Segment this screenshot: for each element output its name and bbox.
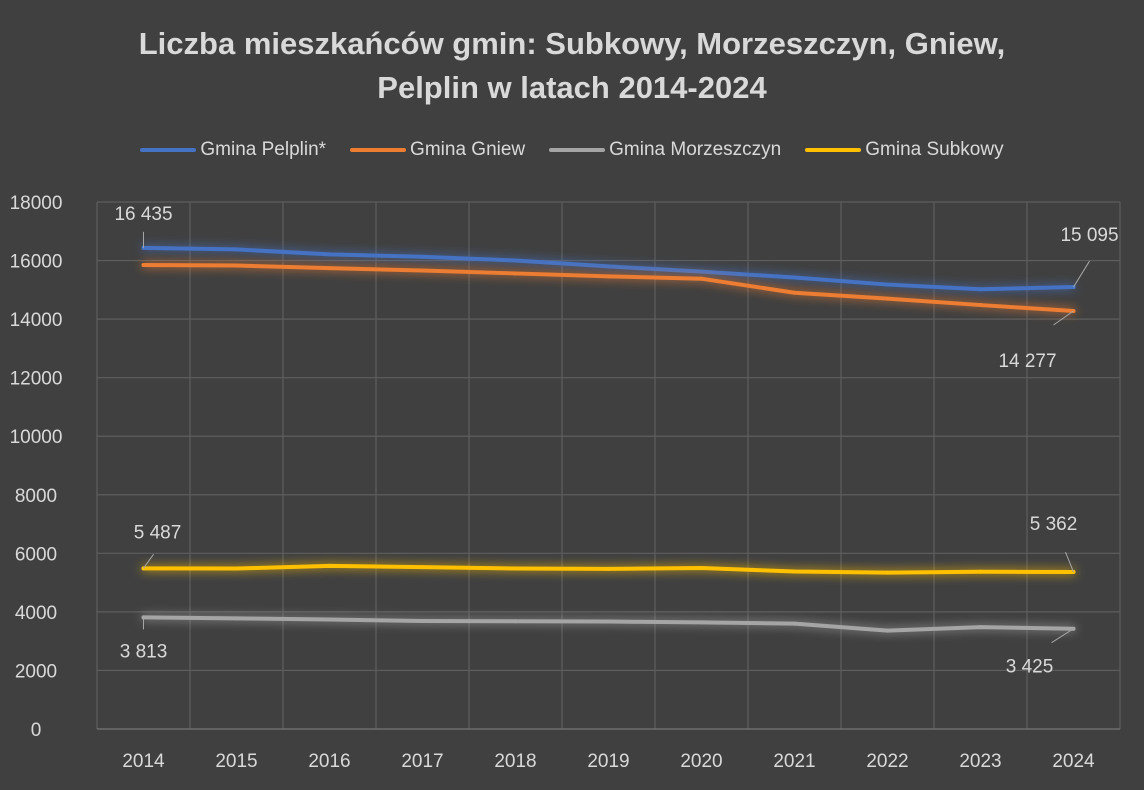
data-point-gniew bbox=[606, 274, 611, 279]
y-tick-label: 14000 bbox=[10, 310, 63, 331]
chart-title-line-2: Pelplin w latach 2014-2024 bbox=[377, 70, 767, 105]
y-tick-label: 8000 bbox=[15, 486, 57, 507]
data-point-subkowy bbox=[327, 563, 332, 568]
data-point-subkowy bbox=[420, 565, 425, 570]
data-point-gniew bbox=[141, 262, 146, 267]
x-tick-label: 2020 bbox=[680, 751, 722, 772]
data-label-leader bbox=[143, 554, 154, 569]
data-point-morzeszczyn bbox=[699, 620, 704, 625]
data-point-pelplin bbox=[792, 275, 797, 280]
x-tick-label: 2018 bbox=[494, 751, 536, 772]
x-tick-label: 2017 bbox=[401, 751, 443, 772]
data-point-morzeszczyn bbox=[792, 621, 797, 626]
x-tick-label: 2024 bbox=[1052, 751, 1095, 772]
data-point-pelplin bbox=[327, 252, 332, 257]
y-tick-label: 16000 bbox=[10, 252, 63, 273]
legend-item-morzeszczyn: Gmina Morzeszczyn bbox=[549, 139, 781, 161]
legend-label-subkowy: Gmina Subkowy bbox=[865, 139, 1004, 160]
data-point-gniew bbox=[327, 266, 332, 271]
data-label-pelplin: 15 095 bbox=[1060, 225, 1118, 246]
data-label-subkowy: 5 487 bbox=[134, 522, 182, 543]
data-point-gniew bbox=[420, 268, 425, 273]
legend-label-pelplin: Gmina Pelplin* bbox=[200, 139, 327, 160]
y-tick-label: 0 bbox=[31, 720, 42, 741]
data-point-pelplin bbox=[885, 282, 890, 287]
data-label-gniew: 14 277 bbox=[998, 351, 1056, 372]
y-tick-label: 4000 bbox=[15, 603, 57, 624]
data-point-gniew bbox=[699, 276, 704, 281]
data-point-morzeszczyn bbox=[327, 617, 332, 622]
data-label-leader bbox=[1065, 551, 1074, 573]
data-label-leader bbox=[1051, 628, 1074, 644]
data-point-subkowy bbox=[513, 566, 518, 571]
data-point-subkowy bbox=[606, 566, 611, 571]
data-point-morzeszczyn bbox=[234, 616, 239, 621]
data-label-morzeszczyn: 3 425 bbox=[1006, 657, 1054, 678]
data-point-subkowy bbox=[885, 570, 890, 575]
y-tick-label: 6000 bbox=[15, 544, 57, 565]
legend-item-subkowy: Gmina Subkowy bbox=[805, 139, 1004, 161]
data-label-subkowy: 5 362 bbox=[1030, 514, 1078, 535]
x-tick-label: 2016 bbox=[308, 751, 350, 772]
data-point-subkowy bbox=[234, 566, 239, 571]
data-point-pelplin bbox=[699, 269, 704, 274]
data-point-subkowy bbox=[699, 565, 704, 570]
data-point-gniew bbox=[978, 303, 983, 308]
x-tick-label: 2022 bbox=[866, 751, 908, 772]
data-point-gniew bbox=[885, 296, 890, 301]
data-label-leader bbox=[1073, 260, 1090, 288]
data-point-gniew bbox=[234, 263, 239, 268]
data-point-subkowy bbox=[978, 569, 983, 574]
legend-label-morzeszczyn: Gmina Morzeszczyn bbox=[609, 139, 782, 160]
x-tick-label: 2015 bbox=[215, 751, 257, 772]
x-tick-label: 2021 bbox=[773, 751, 815, 772]
y-tick-label: 2000 bbox=[15, 661, 57, 682]
data-point-morzeszczyn bbox=[978, 625, 983, 630]
data-point-subkowy bbox=[792, 569, 797, 574]
x-tick-label: 2014 bbox=[122, 751, 165, 772]
data-point-pelplin bbox=[420, 254, 425, 259]
legend-swatch-gniew bbox=[350, 148, 407, 152]
data-label-pelplin: 16 435 bbox=[114, 204, 172, 225]
y-tick-label: 10000 bbox=[10, 427, 63, 448]
x-tick-label: 2023 bbox=[959, 751, 1001, 772]
data-point-pelplin bbox=[513, 258, 518, 263]
legend-swatch-pelplin bbox=[140, 148, 197, 152]
y-tick-label: 18000 bbox=[10, 193, 63, 214]
legend-item-pelplin: Gmina Pelplin* bbox=[140, 139, 326, 161]
chart-legend: Gmina Pelplin* Gmina Gniew Gmina Morzesz… bbox=[0, 139, 1144, 161]
data-point-gniew bbox=[513, 271, 518, 276]
data-point-morzeszczyn bbox=[420, 618, 425, 623]
legend-item-gniew: Gmina Gniew bbox=[350, 139, 525, 161]
chart-title-line-1: Liczba mieszkańców gmin: Subkowy, Morzes… bbox=[138, 26, 1006, 61]
data-point-morzeszczyn bbox=[513, 619, 518, 624]
data-label-leader bbox=[1053, 310, 1074, 326]
data-point-pelplin bbox=[978, 287, 983, 292]
x-tick-label: 2019 bbox=[587, 751, 629, 772]
y-tick-label: 12000 bbox=[10, 369, 63, 390]
data-label-morzeszczyn: 3 813 bbox=[120, 641, 168, 662]
data-point-pelplin bbox=[234, 247, 239, 252]
data-point-morzeszczyn bbox=[606, 619, 611, 624]
legend-swatch-morzeszczyn bbox=[549, 148, 606, 152]
data-point-morzeszczyn bbox=[885, 628, 890, 633]
legend-swatch-subkowy bbox=[805, 148, 862, 152]
data-point-gniew bbox=[792, 290, 797, 295]
data-point-pelplin bbox=[606, 264, 611, 269]
legend-label-gniew: Gmina Gniew bbox=[410, 139, 526, 160]
